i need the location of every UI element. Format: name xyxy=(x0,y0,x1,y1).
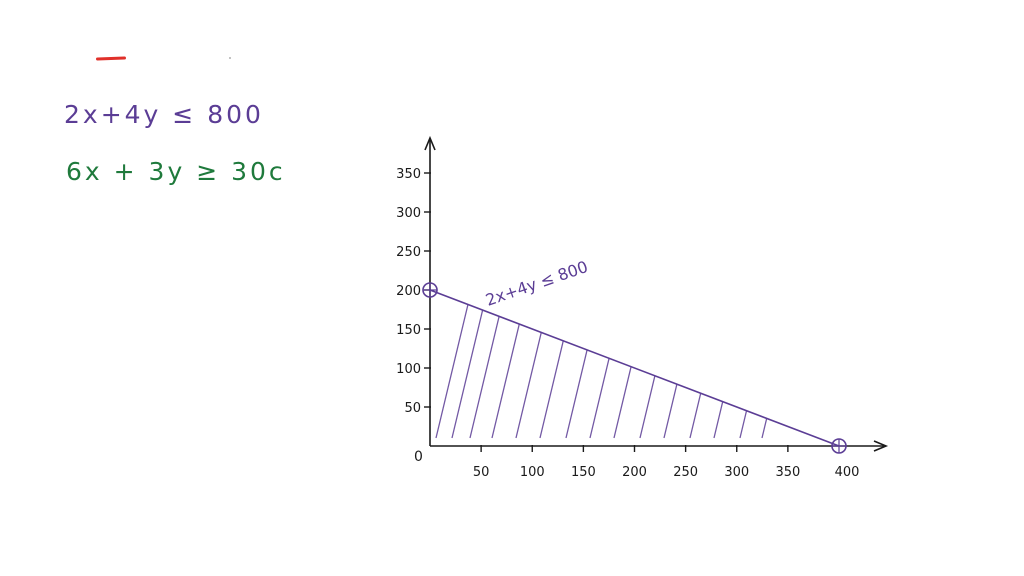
y-tick-label: 250 xyxy=(396,245,421,260)
constraint-line xyxy=(429,289,840,447)
y-tick-label: 350 xyxy=(396,167,421,182)
inequality-1: 2x+4y ≤ 800 xyxy=(64,100,264,129)
series: 2x+4y ≤ 800 xyxy=(422,257,847,454)
ticks: 0 50 100 150 200 250 300 350 50 100 150 200 250 300 35… xyxy=(396,167,859,480)
y-tick-label: 100 xyxy=(396,362,421,377)
y-tick-label: 50 xyxy=(404,401,421,416)
hatch-stroke xyxy=(539,295,575,439)
x-tick-label: 300 xyxy=(724,465,749,480)
hatch-stroke xyxy=(761,295,797,439)
x-tick-label: 50 xyxy=(473,465,490,480)
y-tick-label: 300 xyxy=(396,206,421,221)
origin-label: 0 xyxy=(414,449,423,465)
hatch-stroke xyxy=(451,295,487,439)
x-tick-label: 200 xyxy=(622,465,647,480)
hatch-stroke xyxy=(739,295,775,439)
x-end-label: 400 xyxy=(835,465,860,480)
hatch-stroke xyxy=(713,295,749,439)
hatch-stroke xyxy=(469,295,505,439)
x-tick-label: 150 xyxy=(571,465,596,480)
y-tick-label: 150 xyxy=(396,323,421,338)
stray-dot xyxy=(229,57,231,59)
hatch-stroke xyxy=(663,295,699,439)
x-axis-arrow xyxy=(873,440,889,452)
shaded-region xyxy=(435,295,797,439)
inequality-2: 6x + 3y ≥ 30c xyxy=(66,157,286,186)
constraint-line-label: 2x+4y ≤ 800 xyxy=(483,257,590,310)
x-tick-label: 100 xyxy=(520,465,545,480)
x-tick-label: 250 xyxy=(673,465,698,480)
y-axis-arrow xyxy=(424,135,436,151)
x-tick-label: 350 xyxy=(775,465,800,480)
hatch-stroke xyxy=(435,295,471,439)
y-tick-label: 200 xyxy=(396,284,421,299)
